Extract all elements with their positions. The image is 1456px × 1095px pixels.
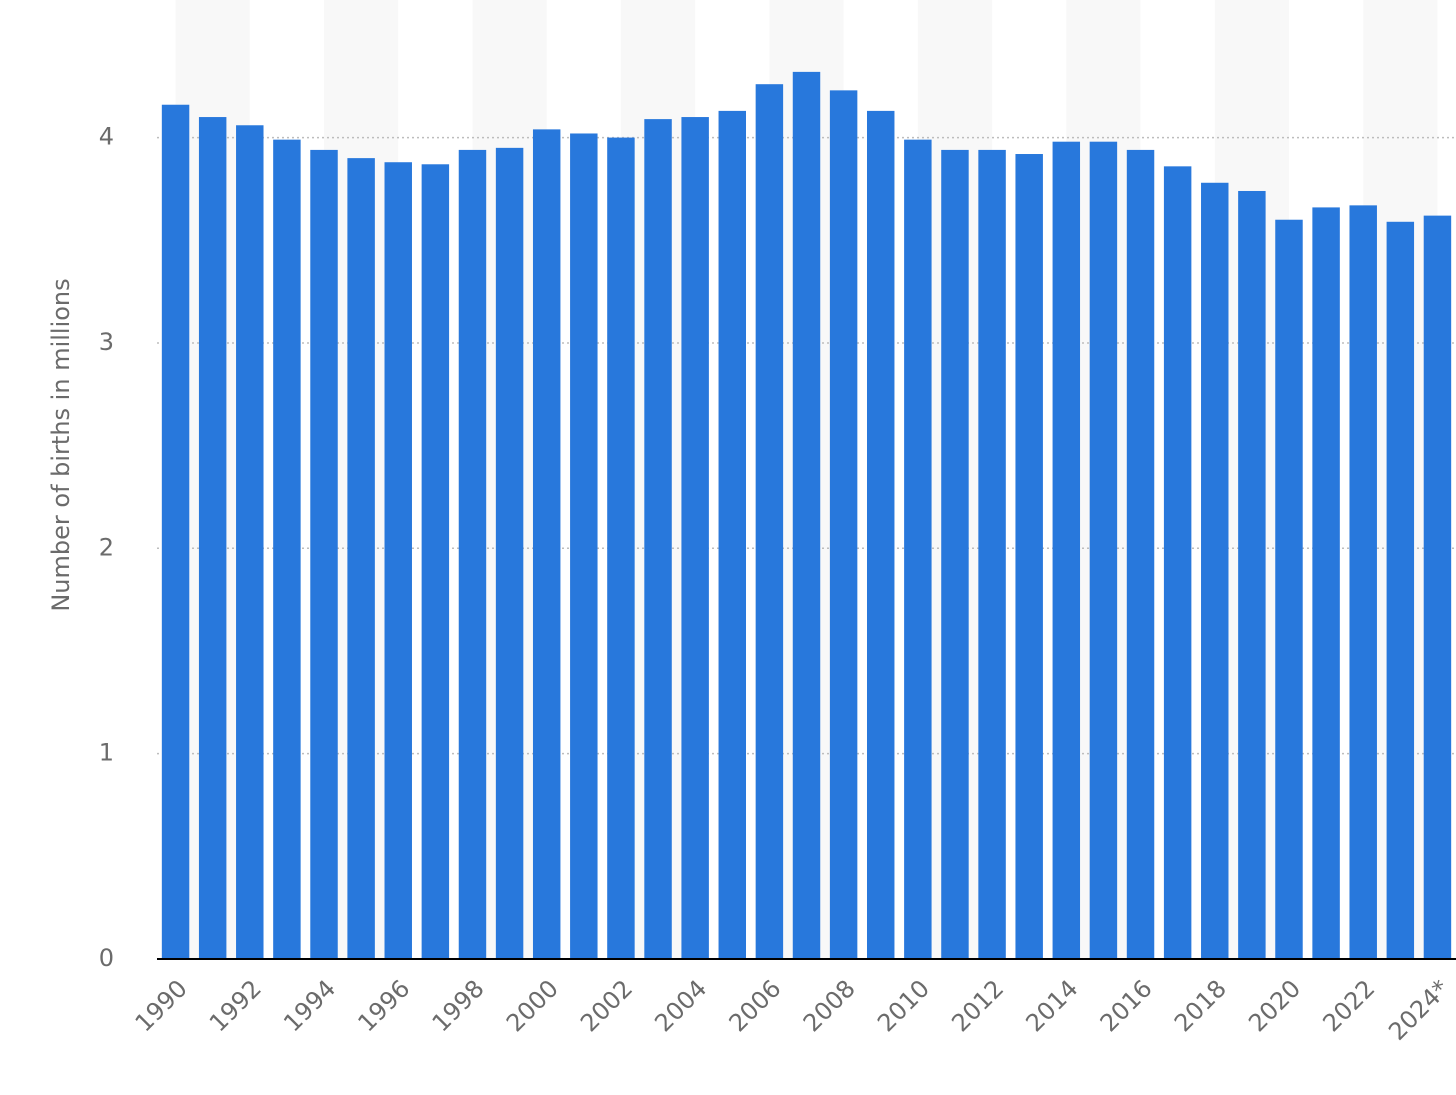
bar [384, 162, 412, 959]
x-tick-label: 2024* [1383, 974, 1454, 1045]
bar [1386, 221, 1415, 959]
bar [681, 117, 709, 959]
bar [458, 149, 487, 959]
x-tick-label: 1998 [427, 974, 490, 1037]
y-tick-label: 4 [99, 123, 114, 151]
bar [1089, 141, 1118, 959]
x-tick-label: 2016 [1095, 974, 1158, 1037]
bar [978, 149, 1006, 959]
x-tick-label: 2000 [501, 974, 564, 1037]
bar [1015, 154, 1043, 959]
bar [1349, 205, 1377, 959]
bar [421, 164, 450, 959]
bar [495, 147, 524, 960]
x-tick-label: 2004 [649, 974, 712, 1037]
bar [532, 129, 561, 960]
bar [1126, 149, 1155, 959]
bar [1238, 190, 1266, 960]
bar [1201, 182, 1229, 959]
bar [607, 137, 635, 959]
x-tick-label: 2006 [724, 974, 787, 1037]
bar [941, 149, 969, 959]
bar [273, 139, 301, 959]
bar [755, 84, 784, 959]
y-tick-label: 1 [99, 739, 114, 767]
bar [310, 149, 338, 959]
bar [718, 110, 747, 959]
bar [1423, 215, 1452, 960]
bar [1163, 166, 1192, 959]
x-tick-label: 2010 [872, 974, 935, 1037]
y-tick-label: 3 [99, 328, 114, 356]
x-tick-label: 1992 [204, 974, 267, 1037]
x-tick-label: 1996 [352, 974, 415, 1037]
x-tick-label: 2022 [1317, 974, 1380, 1037]
bar [347, 158, 375, 959]
x-tick-label: 2018 [1169, 974, 1232, 1037]
y-axis-label: Number of births in millions [47, 278, 75, 611]
bar [829, 90, 858, 959]
x-tick-label: 2014 [1021, 974, 1084, 1037]
x-tick-label: 2012 [946, 974, 1009, 1037]
bar [1052, 141, 1081, 959]
bar [1275, 219, 1303, 960]
x-tick-label: 2020 [1243, 974, 1306, 1037]
bar [570, 133, 598, 959]
bar [161, 104, 190, 959]
x-tick-label: 2008 [798, 974, 861, 1037]
bar [644, 119, 672, 960]
bar [866, 110, 895, 959]
bar [904, 139, 932, 959]
bar [198, 117, 227, 959]
y-tick-label: 2 [99, 533, 114, 561]
x-tick-label: 1994 [278, 974, 341, 1037]
x-tick-label: 2002 [575, 974, 638, 1037]
bar [792, 71, 821, 960]
y-tick-label: 0 [99, 944, 114, 972]
bar [1312, 207, 1340, 959]
x-tick-label: 1990 [130, 974, 193, 1037]
bar [236, 125, 264, 960]
